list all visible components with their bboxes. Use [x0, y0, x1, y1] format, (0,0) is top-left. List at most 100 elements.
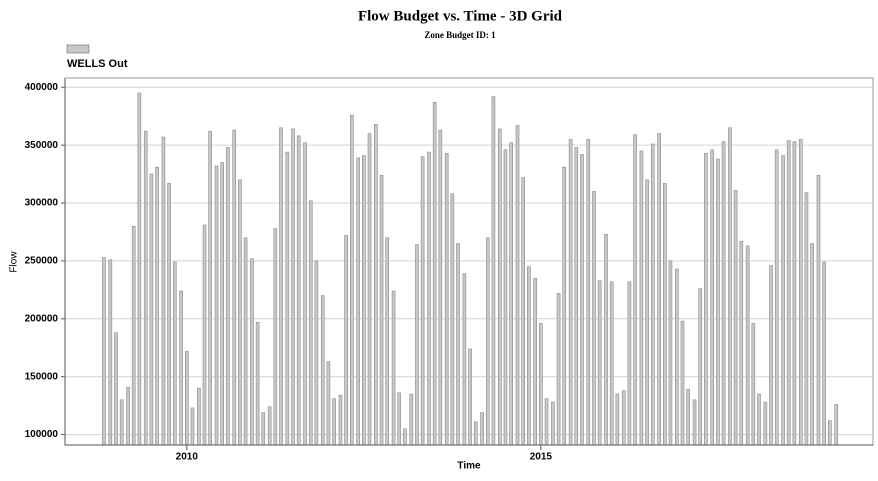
bar [498, 128, 502, 446]
bar [314, 260, 319, 446]
y-tick-label: 100000 [25, 429, 59, 440]
bar [615, 393, 620, 446]
bar [810, 243, 814, 446]
bar [379, 174, 384, 446]
bar [645, 179, 649, 446]
bar [261, 412, 266, 446]
bar [692, 399, 697, 446]
bar [367, 133, 372, 446]
bar [279, 127, 283, 446]
bar [698, 288, 703, 446]
bar [326, 361, 331, 446]
bar [828, 420, 832, 446]
y-tick-label: 150000 [25, 371, 59, 382]
bar [320, 295, 325, 446]
bar [686, 389, 690, 446]
bar [792, 141, 797, 446]
bar [438, 129, 443, 446]
bar [527, 266, 531, 446]
bar [197, 387, 201, 446]
bar [102, 257, 106, 446]
bar [344, 235, 348, 446]
bar [303, 142, 307, 446]
bar [781, 155, 785, 446]
y-tick-label: 400000 [25, 82, 59, 93]
bar [243, 237, 248, 446]
legend-swatch [66, 44, 90, 54]
x-axis-label: Time [457, 461, 481, 472]
legend-label: WELLS Out [67, 58, 128, 70]
bar [202, 224, 207, 446]
bar [609, 281, 614, 446]
bar [804, 192, 809, 446]
bar [822, 261, 826, 446]
bar [374, 124, 378, 446]
chart-subtitle: Zone Budget ID: 1 [424, 30, 496, 40]
bar [592, 191, 596, 446]
bar [208, 130, 212, 446]
bar [185, 350, 189, 446]
bar [131, 225, 136, 446]
bar [415, 244, 419, 446]
bar [491, 96, 496, 446]
bar [291, 128, 295, 446]
bar [597, 280, 602, 446]
bar [521, 177, 525, 446]
bar [432, 102, 437, 446]
bar [119, 399, 124, 446]
bar [385, 237, 390, 446]
bar [586, 139, 591, 446]
bar [238, 179, 242, 446]
bar [733, 189, 738, 446]
bar [710, 149, 715, 446]
bar [149, 173, 154, 446]
bar [509, 142, 513, 446]
bar [680, 320, 685, 446]
bar [267, 406, 272, 446]
bar [834, 404, 838, 446]
bar [137, 92, 142, 446]
bar [503, 149, 508, 446]
bar [515, 125, 520, 446]
bar [427, 151, 431, 446]
bar [356, 157, 360, 446]
bar [786, 140, 791, 446]
bar [126, 386, 130, 446]
bar [751, 323, 756, 446]
bar [639, 150, 644, 446]
bar [657, 133, 661, 446]
bar [232, 129, 237, 446]
bar [114, 332, 118, 446]
bar [444, 152, 449, 446]
bar [769, 265, 773, 446]
bar [539, 323, 543, 446]
bar [155, 166, 159, 446]
bar [214, 165, 219, 446]
bar [621, 390, 626, 446]
bar [675, 268, 679, 446]
bar [167, 183, 171, 446]
bar [409, 393, 414, 446]
bar [226, 147, 230, 446]
bar [574, 147, 579, 446]
bar [108, 259, 113, 446]
bar [397, 392, 402, 446]
bar [604, 233, 608, 446]
bar [332, 398, 336, 446]
y-axis-label: Flow [9, 251, 20, 273]
bar [739, 240, 744, 446]
bar [462, 273, 467, 446]
bar [816, 174, 821, 446]
bar [745, 245, 750, 446]
bar [403, 428, 407, 446]
bar [650, 143, 655, 446]
bar [568, 139, 573, 446]
bar [296, 135, 301, 446]
bar [668, 260, 673, 446]
bar [480, 412, 484, 446]
bar [562, 166, 567, 446]
bar [161, 136, 166, 446]
x-tick-label: 2010 [176, 452, 199, 463]
bar [468, 348, 472, 446]
